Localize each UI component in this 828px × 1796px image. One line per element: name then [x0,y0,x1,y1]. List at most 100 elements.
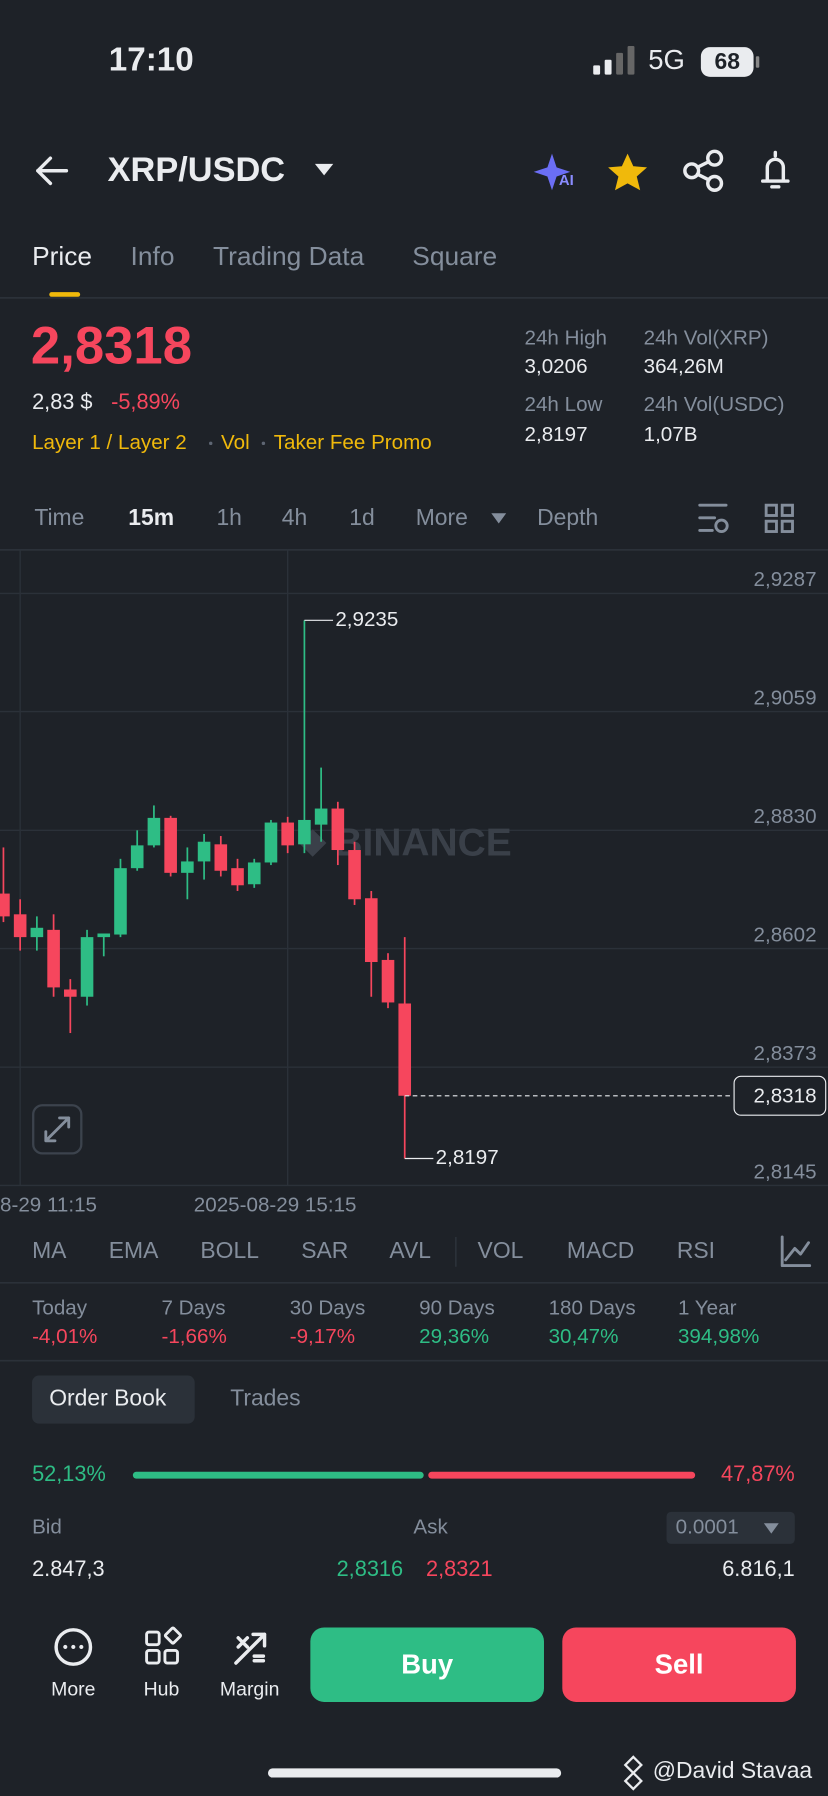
home-indicator [267,1768,562,1778]
tag[interactable]: Layer 1 / Layer 2 [32,431,187,454]
candle-body [364,898,378,963]
margin-nav[interactable] [234,1632,267,1665]
stat-label: 24h Vol(USDC) [644,393,785,416]
indicator-settings[interactable] [780,1235,812,1268]
precision-select[interactable] [666,1511,795,1544]
stat-value: 2,8197 [525,423,588,446]
candle-body [47,929,60,988]
credit: @David Stavaa [653,1757,813,1783]
watermark: BINANCE [334,822,511,865]
network: 5G [648,44,685,75]
alert-button[interactable] [761,150,790,189]
period-label: 180 Days [549,1297,636,1320]
price-change: -5,89% [111,389,180,414]
ratio-label: 52,13% [32,1461,106,1486]
ai-button[interactable]: AI [533,153,574,191]
interval[interactable]: 4h [282,504,307,530]
interval[interactable]: 1d [349,504,374,530]
tab[interactable]: Square [412,241,497,271]
back-button[interactable] [36,156,69,186]
ask-price: 2,8321 [426,1556,493,1581]
pair-dropdown[interactable] [314,163,334,176]
indicator[interactable]: VOL [478,1237,524,1263]
interval[interactable]: Depth [537,504,598,530]
last-price: 2,8318 [31,316,192,375]
more-nav[interactable] [54,1628,93,1666]
candle-body [214,844,228,871]
stat-value: 3,0206 [525,355,588,378]
bid-ask-ratio: 52,13% 47,87% [32,1461,795,1486]
period-change: 29,36% [419,1325,489,1348]
stat-value: 364,26M [644,355,724,378]
favorite-button[interactable] [608,153,648,191]
ratio-segment [428,1471,696,1479]
y-tick-label: 2,8830 [754,805,817,828]
tag[interactable]: Taker Fee Promo [274,431,432,454]
ratio-segment [132,1471,424,1479]
candle-body [331,808,345,851]
candle-body [247,862,261,885]
indicator[interactable]: MA [32,1237,67,1263]
candle-body [30,927,44,938]
clock: 17:10 [109,42,194,79]
candlestick-chart: 2,9287 2,9059 2,8830 2,8602 2,8373 2,8145 8-29… [0,549,828,1217]
precision-dropdown [763,1523,779,1534]
indicator[interactable]: EMA [109,1237,159,1263]
tab[interactable]: Info [131,241,175,271]
indicator[interactable]: AVL [389,1237,431,1263]
ask-amount: 6.816,1 [722,1556,795,1581]
layout-button[interactable] [764,503,794,533]
candle-body [0,893,10,917]
battery-tip [755,56,760,68]
buy-button[interactable] [310,1627,544,1702]
period-label: Today [32,1297,88,1320]
indicator[interactable]: MACD [567,1237,634,1263]
chart-settings-gear [714,518,729,533]
y-tick-label: 2,8145 [754,1160,817,1183]
tab[interactable]: Trading Data [213,241,365,271]
indicator[interactable]: SAR [301,1237,348,1263]
ratio-label: 47,87% [721,1461,795,1486]
candle-body [231,868,244,886]
interval[interactable]: 15m [128,504,174,530]
sell-button[interactable] [562,1627,796,1702]
bid-price: 2,8316 [337,1556,404,1581]
last-price-box [733,1075,827,1116]
book-tab[interactable]: Trades [230,1385,300,1411]
hub-nav[interactable] [145,1626,182,1665]
period-label: 1 Year [678,1297,737,1320]
pair-title[interactable]: XRP/USDC [108,151,285,189]
stat-value: 1,07B [644,423,698,446]
nav-label: More [51,1679,95,1701]
indicator[interactable]: BOLL [200,1237,259,1263]
nav-label: Hub [144,1679,180,1701]
candle-body [381,959,395,1003]
fiat-price: 2,83 $ [32,389,92,414]
expand-button[interactable] [32,1104,83,1155]
interval[interactable]: More [416,504,468,530]
chart-settings[interactable] [698,503,728,532]
precision: 0.0001 [676,1515,739,1538]
interval[interactable]: Time [34,504,84,530]
indicator[interactable]: RSI [677,1237,715,1263]
period-change: -4,01% [32,1325,97,1348]
tab-background [32,1375,195,1424]
candle-body [97,933,111,938]
candle-body [281,822,294,846]
interval[interactable]: 1h [216,504,241,530]
candle-body [314,808,328,825]
more-dropdown[interactable] [491,513,507,524]
separator [261,441,266,446]
tag[interactable]: Vol [221,431,250,454]
period-label: 90 Days [419,1297,495,1320]
nav-label: Margin [220,1679,279,1701]
tab[interactable]: Price [32,241,92,271]
candle-body [197,841,211,862]
book-tab[interactable]: Order Book [49,1385,167,1411]
separator [209,441,213,446]
buy-label: Buy [401,1649,454,1680]
share-button[interactable] [683,149,724,192]
candle-body [298,819,311,845]
x-tick-label: 8-29 11:15 [0,1194,97,1217]
y-tick-label: 2,9287 [754,568,817,591]
